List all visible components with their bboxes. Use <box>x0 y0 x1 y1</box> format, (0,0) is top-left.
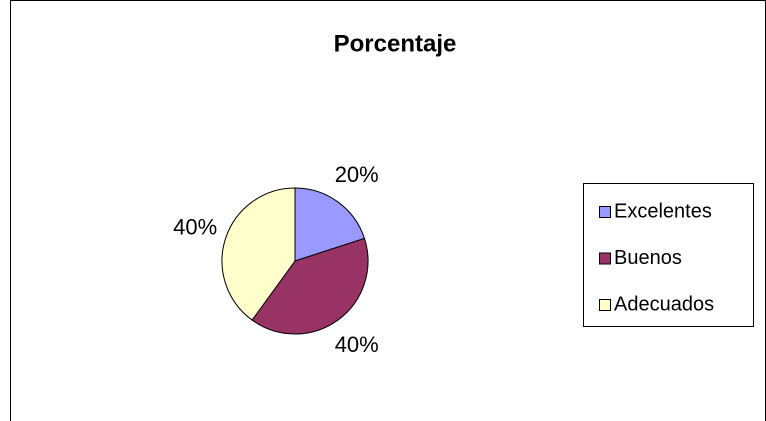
data-label: 40% <box>173 214 217 239</box>
data-label: 40% <box>335 332 379 357</box>
pie-slice <box>294 187 366 262</box>
legend-label: Adecuados <box>614 293 714 315</box>
legend-swatch <box>599 252 611 265</box>
legend-swatch <box>599 206 611 218</box>
pie-slice <box>251 237 369 335</box>
chart-title: Porcentaje <box>334 30 457 57</box>
data-label: 20% <box>335 162 379 187</box>
legend-label: Buenos <box>614 247 682 269</box>
pie-slice <box>221 187 296 321</box>
legend-box <box>583 183 754 327</box>
legend-swatch <box>599 299 611 311</box>
legend-label: Excelentes <box>614 200 712 222</box>
